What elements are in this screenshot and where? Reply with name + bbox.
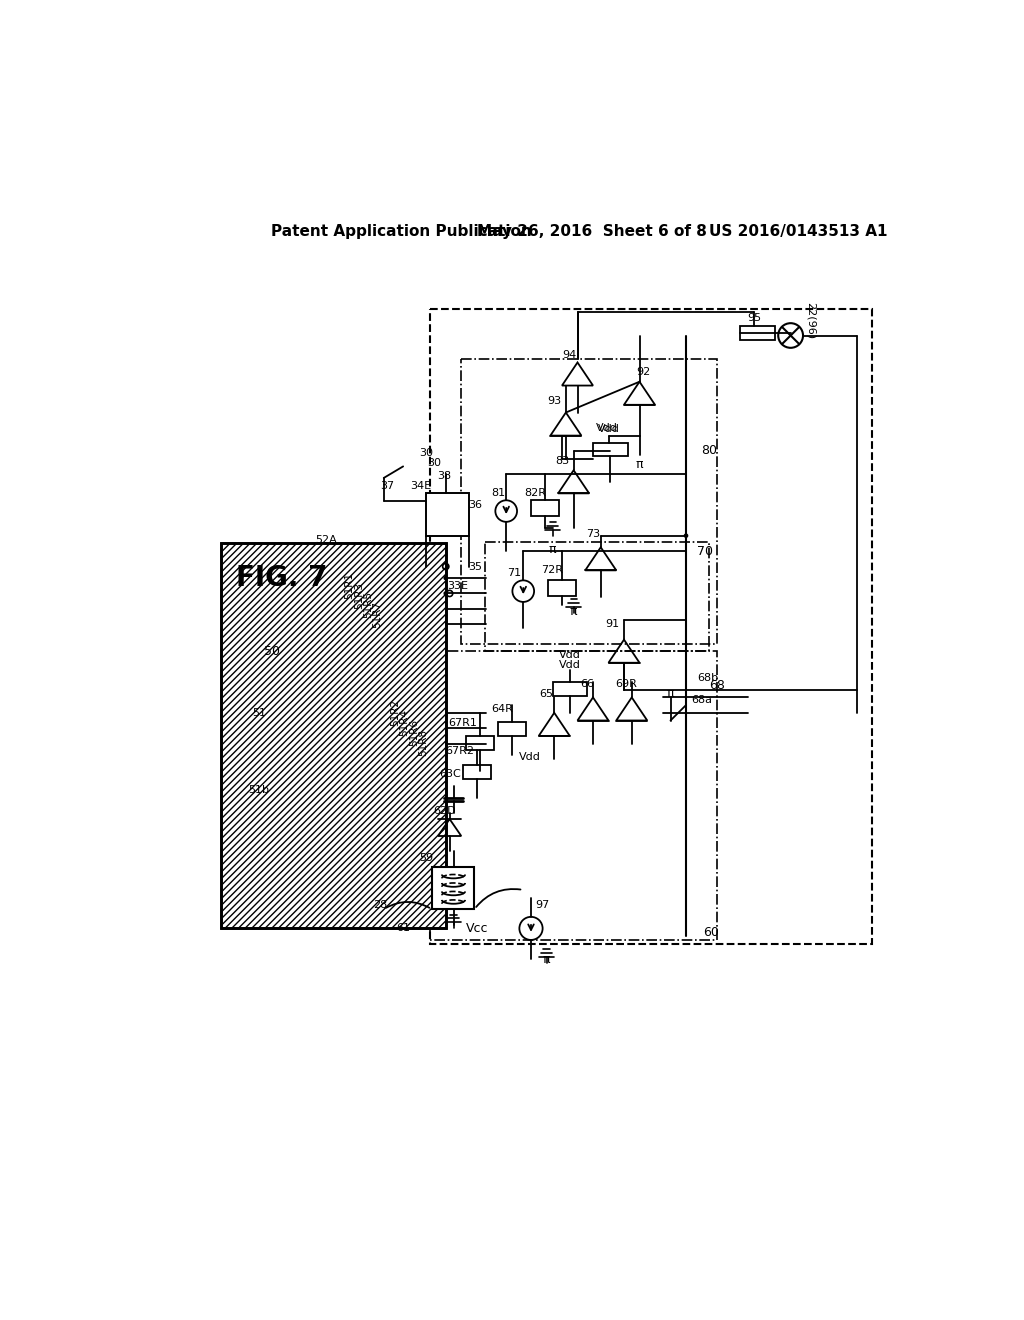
Polygon shape bbox=[221, 544, 445, 928]
Polygon shape bbox=[466, 737, 494, 750]
Text: 61: 61 bbox=[396, 924, 411, 933]
Text: Vcc: Vcc bbox=[466, 921, 488, 935]
Text: 51R7: 51R7 bbox=[373, 601, 383, 628]
Text: 22(96): 22(96) bbox=[805, 301, 815, 339]
Text: 68b: 68b bbox=[697, 673, 718, 684]
Text: π: π bbox=[543, 953, 550, 966]
Text: 51R1: 51R1 bbox=[344, 573, 354, 599]
Text: 50: 50 bbox=[263, 644, 280, 657]
Text: 73: 73 bbox=[586, 529, 600, 539]
Text: 68a: 68a bbox=[691, 694, 712, 705]
Text: 81: 81 bbox=[492, 488, 506, 499]
Text: 59: 59 bbox=[419, 853, 433, 862]
Text: 52A: 52A bbox=[314, 535, 337, 545]
Circle shape bbox=[443, 576, 449, 581]
Text: 93: 93 bbox=[547, 396, 561, 407]
Text: 72R: 72R bbox=[541, 565, 563, 576]
Text: 68: 68 bbox=[709, 680, 725, 693]
Text: 70: 70 bbox=[697, 545, 714, 557]
Polygon shape bbox=[593, 444, 628, 455]
Text: π: π bbox=[636, 458, 643, 471]
Polygon shape bbox=[463, 766, 490, 779]
Text: 38: 38 bbox=[437, 471, 452, 482]
Text: 95: 95 bbox=[748, 313, 761, 323]
Polygon shape bbox=[426, 494, 469, 536]
Text: 51R5: 51R5 bbox=[364, 591, 374, 619]
Text: π: π bbox=[667, 686, 674, 700]
Text: 94: 94 bbox=[562, 350, 577, 360]
Text: 63C: 63C bbox=[438, 770, 461, 779]
Text: 30: 30 bbox=[420, 447, 433, 458]
Text: 65: 65 bbox=[540, 689, 554, 698]
Text: 64R: 64R bbox=[492, 704, 513, 714]
Text: May 26, 2016  Sheet 6 of 8: May 26, 2016 Sheet 6 of 8 bbox=[477, 224, 707, 239]
Text: 36: 36 bbox=[468, 500, 482, 510]
Circle shape bbox=[684, 533, 688, 539]
Text: 62D: 62D bbox=[433, 807, 456, 816]
Text: 35: 35 bbox=[468, 561, 482, 572]
Text: Vdd: Vdd bbox=[518, 752, 541, 763]
Text: π: π bbox=[549, 543, 556, 556]
Text: Patent Application Publication: Patent Application Publication bbox=[271, 224, 532, 239]
Text: 91: 91 bbox=[605, 619, 620, 630]
Text: 51b: 51b bbox=[248, 785, 269, 795]
Text: 51R6: 51R6 bbox=[409, 718, 419, 746]
Text: US 2016/0143513 A1: US 2016/0143513 A1 bbox=[710, 224, 888, 239]
Text: 82R: 82R bbox=[524, 488, 546, 499]
Text: 28: 28 bbox=[373, 900, 387, 911]
Text: 71: 71 bbox=[507, 568, 521, 578]
Text: Vdd: Vdd bbox=[559, 660, 581, 671]
Polygon shape bbox=[531, 500, 559, 516]
Text: 67R1: 67R1 bbox=[449, 718, 477, 727]
Text: 51: 51 bbox=[252, 708, 266, 718]
Polygon shape bbox=[499, 722, 526, 737]
Polygon shape bbox=[432, 867, 474, 909]
Text: 97: 97 bbox=[536, 900, 550, 911]
Text: 80: 80 bbox=[701, 445, 717, 458]
Polygon shape bbox=[553, 682, 587, 696]
Text: 92: 92 bbox=[636, 367, 650, 378]
Text: 66: 66 bbox=[581, 680, 595, 689]
Text: 30: 30 bbox=[427, 458, 441, 467]
Text: 51R3: 51R3 bbox=[354, 582, 364, 610]
Polygon shape bbox=[548, 581, 575, 595]
Text: 33E: 33E bbox=[446, 581, 468, 591]
Text: 60: 60 bbox=[702, 925, 719, 939]
Text: π: π bbox=[570, 605, 578, 618]
Text: Vdd: Vdd bbox=[596, 422, 617, 433]
Text: Vdd: Vdd bbox=[598, 425, 620, 434]
Text: 51R8: 51R8 bbox=[418, 729, 428, 755]
Text: 83: 83 bbox=[556, 455, 569, 466]
Text: 67R2: 67R2 bbox=[445, 746, 474, 756]
Text: Vdd: Vdd bbox=[559, 649, 581, 660]
Text: 51R4: 51R4 bbox=[399, 709, 410, 737]
Circle shape bbox=[443, 591, 449, 595]
Text: 37: 37 bbox=[381, 480, 394, 491]
Text: 51R2: 51R2 bbox=[390, 700, 400, 726]
Polygon shape bbox=[740, 326, 775, 341]
Text: 69R: 69R bbox=[615, 678, 637, 689]
Text: 34E: 34E bbox=[411, 480, 431, 491]
Text: FIG. 7: FIG. 7 bbox=[237, 564, 328, 593]
